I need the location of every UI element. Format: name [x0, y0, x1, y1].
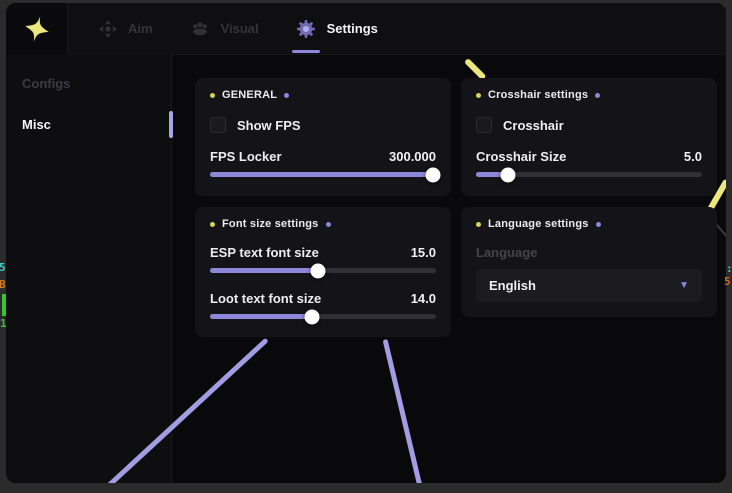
- content-area: Configs Misc GENERAL Show FPS: [6, 55, 726, 483]
- chevron-down-icon: ▼: [679, 280, 689, 291]
- sidebar-active-indicator: [169, 111, 173, 138]
- loot-font-value: 14.0: [410, 291, 436, 306]
- sidebar-item-configs[interactable]: Configs: [22, 76, 71, 91]
- loot-font-slider-fill: [210, 314, 312, 319]
- loot-font-label: Loot text font size: [210, 291, 322, 306]
- panel-language-settings: Language settings Language English ▼: [461, 207, 717, 317]
- purple-dot-icon: [595, 92, 601, 98]
- panel-fontsize-title: Font size settings: [222, 218, 319, 230]
- show-fps-checkbox[interactable]: [210, 117, 226, 133]
- fps-locker-slider-thumb[interactable]: [425, 167, 441, 182]
- language-selected-value: English: [489, 278, 536, 293]
- esp-distance-left: 5: [0, 261, 6, 274]
- esp-number-right: 5: [724, 275, 731, 288]
- esp-font-label: ESP text font size: [210, 245, 319, 260]
- language-dropdown[interactable]: English ▼: [476, 269, 702, 302]
- settings-page: GENERAL Show FPS FPS Locker 300.000: [172, 55, 726, 483]
- sidebar-item-misc[interactable]: Misc: [22, 117, 51, 132]
- loot-font-slider-thumb[interactable]: [304, 309, 320, 324]
- sparkle-logo-icon: [24, 15, 49, 42]
- language-label: Language: [476, 245, 538, 260]
- panel-general: GENERAL Show FPS FPS Locker 300.000: [195, 78, 451, 196]
- loot-font-row: Loot text font size 14.0: [210, 291, 436, 306]
- loot-font-slider[interactable]: [210, 309, 436, 324]
- fps-locker-label: FPS Locker: [210, 149, 282, 164]
- purple-dot-icon: [284, 92, 290, 98]
- esp-font-row: ESP text font size 15.0: [210, 245, 436, 260]
- crosshair-checkbox[interactable]: [476, 117, 492, 133]
- crosshair-size-value: 5.0: [683, 149, 702, 164]
- panel-language-title: Language settings: [488, 218, 589, 230]
- people-icon: [192, 21, 207, 35]
- esp-marks-right: :: [726, 262, 732, 275]
- tab-aim[interactable]: Aim: [98, 19, 153, 39]
- crosshair-row: Crosshair: [476, 117, 702, 133]
- sidebar-background: [6, 55, 172, 483]
- panel-language-header: Language settings: [476, 218, 702, 230]
- crosshair-size-slider-thumb[interactable]: [500, 167, 516, 182]
- panel-crosshair-title: Crosshair settings: [488, 89, 589, 101]
- panel-general-header: GENERAL: [210, 89, 436, 101]
- yellow-dot-icon: [210, 92, 215, 98]
- tab-visual-label: Visual: [220, 21, 259, 36]
- show-fps-row: Show FPS: [210, 117, 436, 133]
- purple-dot-icon: [595, 221, 601, 227]
- yellow-dot-icon: [476, 221, 481, 227]
- esp-tag-left: B: [0, 278, 6, 291]
- yellow-dot-icon: [476, 92, 481, 98]
- logo-button: [6, 3, 68, 55]
- crosshair-size-slider[interactable]: [476, 167, 702, 182]
- tab-settings-label: Settings: [326, 21, 378, 36]
- yellow-dot-icon: [210, 221, 215, 227]
- tab-aim-label: Aim: [128, 21, 153, 36]
- crosshair-size-label: Crosshair Size: [476, 149, 567, 164]
- fps-locker-slider-fill: [210, 172, 433, 177]
- active-tab-underline: [291, 49, 320, 53]
- tab-visual[interactable]: Visual: [189, 18, 259, 40]
- purple-dot-icon: [325, 221, 331, 227]
- tab-settings[interactable]: Settings: [291, 18, 378, 53]
- panel-crosshair-header: Crosshair settings: [476, 89, 702, 101]
- show-fps-label: Show FPS: [237, 117, 301, 133]
- aim-move-icon: [99, 19, 117, 38]
- gear-icon: [296, 19, 315, 38]
- menu-window: Aim Visual: [6, 3, 726, 483]
- tab-bar: Aim Visual: [68, 18, 378, 53]
- esp-health-bar: [2, 294, 6, 316]
- panel-fontsize-header: Font size settings: [210, 218, 436, 230]
- esp-font-slider[interactable]: [210, 263, 436, 278]
- fps-locker-value: 300.000: [389, 149, 436, 164]
- crosshair-size-slider-fill: [476, 172, 508, 177]
- crosshair-size-row: Crosshair Size 5.0: [476, 149, 702, 164]
- esp-counter-left: 1: [0, 317, 7, 330]
- esp-font-slider-thumb[interactable]: [310, 263, 326, 278]
- crosshair-label: Crosshair: [503, 117, 564, 133]
- fps-locker-row: FPS Locker 300.000: [210, 149, 436, 164]
- fps-locker-slider[interactable]: [210, 167, 441, 182]
- sidebar: Configs Misc: [6, 55, 173, 483]
- panel-general-title: GENERAL: [222, 89, 278, 101]
- top-bar: Aim Visual: [6, 3, 726, 55]
- esp-font-value: 15.0: [410, 245, 436, 260]
- panel-font-size-settings: Font size settings ESP text font size 15…: [195, 207, 451, 337]
- panel-crosshair-settings: Crosshair settings Crosshair Crosshair S…: [461, 78, 717, 196]
- esp-font-slider-fill: [210, 268, 319, 273]
